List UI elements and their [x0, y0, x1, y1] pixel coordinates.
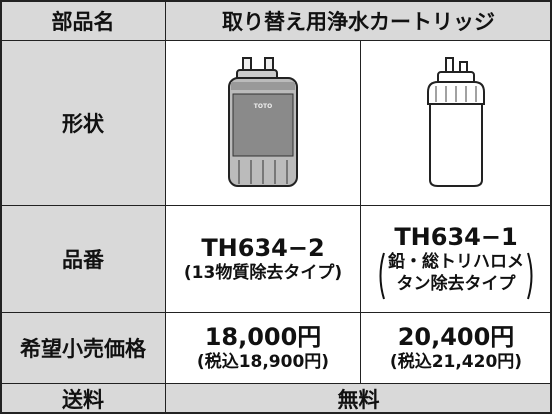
price-cell: 18,000円 (税込18,900円)	[165, 312, 361, 384]
price-tax: (税込18,900円)	[196, 352, 330, 372]
part-note: タン除去タイプ	[396, 274, 516, 294]
label-text: 形状	[62, 112, 104, 136]
header-cell: 部品名	[0, 0, 166, 41]
row-label: 品番	[0, 205, 166, 313]
label-text: 品番	[62, 248, 104, 272]
part-note-box: 鉛・総トリハロメ タン除去タイプ	[376, 251, 536, 300]
price: 20,400円	[397, 323, 515, 351]
price-tax: (税込21,420円)	[389, 352, 523, 372]
part-cell: TH634−1 鉛・総トリハロメ タン除去タイプ	[360, 205, 552, 313]
image-cell	[360, 40, 552, 206]
cartridge-image: TOTO	[228, 56, 298, 187]
label-text: 希望小売価格	[20, 337, 146, 361]
part-code: TH634−2	[201, 234, 325, 262]
header-cell: 取り替え用浄水カートリッジ	[165, 0, 552, 41]
image-cell: TOTO	[165, 40, 361, 206]
part-note: 鉛・総トリハロメ	[388, 252, 524, 272]
part-cell: TH634−2 (13物質除去タイプ)	[165, 205, 361, 313]
price-cell: 20,400円 (税込21,420円)	[360, 312, 552, 384]
row-label: 形状	[0, 40, 166, 206]
paren	[379, 252, 385, 300]
header-text: 部品名	[51, 9, 115, 34]
part-note: (13物質除去タイプ)	[183, 263, 343, 283]
brand-text: TOTO	[254, 103, 272, 110]
header-text: 取り替え用浄水カートリッジ	[222, 9, 495, 34]
row-label: 送料	[0, 383, 166, 414]
cartridge-image	[427, 56, 485, 187]
shipping-value: 無料	[337, 387, 380, 412]
shipping-cell: 無料	[165, 383, 552, 414]
price: 18,000円	[204, 323, 322, 351]
row-label: 希望小売価格	[0, 312, 166, 384]
part-code: TH634−1	[394, 223, 518, 251]
label-text: 送料	[62, 387, 104, 412]
paren	[527, 252, 533, 300]
